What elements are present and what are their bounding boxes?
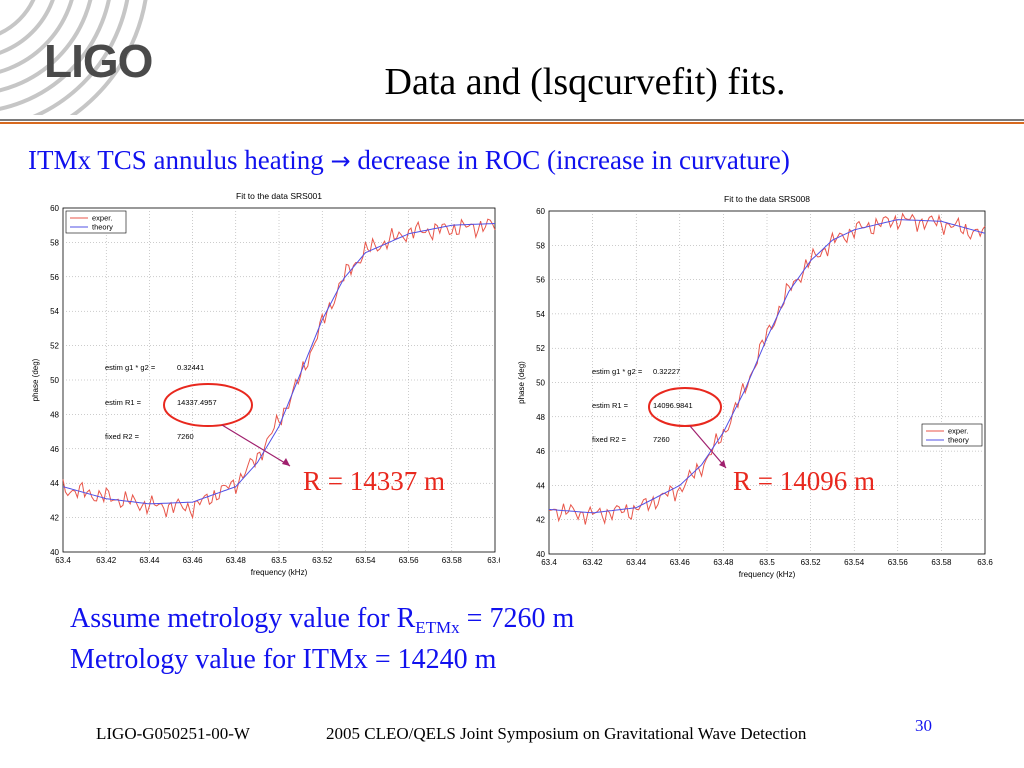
footer-doc-id: LIGO-G050251-00-W — [96, 724, 250, 743]
fit-param-value: 14337.4957 — [177, 398, 217, 407]
r-annotation-right: R = 14096 m — [733, 466, 875, 496]
subtitle-right: decrease in ROC (increase in curvature) — [357, 145, 790, 175]
x-tick-label: 63.5 — [759, 558, 775, 567]
series-line-theory — [548, 219, 986, 514]
x-tick-label: 63.42 — [583, 558, 604, 567]
x-tick-label: 63.42 — [96, 556, 117, 565]
y-tick-label: 44 — [50, 479, 59, 488]
subtitle-left: ITMx TCS annulus heating — [28, 145, 324, 175]
fit-param-label: estim g1 * g2 = — [592, 367, 643, 376]
chart-srs001: Fit to the data SRS001 63.4 63.42 63.44 63.4… — [31, 191, 500, 577]
x-tick-label: 63.48 — [226, 556, 247, 565]
fit-param-value: 0.32227 — [653, 367, 680, 376]
y-tick-label: 40 — [536, 550, 545, 559]
x-tick-label: 63.56 — [888, 558, 909, 567]
x-tick-label: 63.58 — [442, 556, 463, 565]
right-arrow-icon: → — [330, 147, 351, 175]
x-axis-label: frequency (kHz) — [739, 570, 796, 579]
slide-title: Data and (lsqcurvefit) fits. — [384, 61, 786, 103]
x-tick-label: 63.46 — [183, 556, 204, 565]
x-tick-label: 63.44 — [139, 556, 160, 565]
y-tick-label: 56 — [50, 273, 59, 282]
y-tick-label: 48 — [536, 413, 545, 422]
fit-param-label: fixed R2 = — [592, 435, 627, 444]
x-tick-label: 63.6 — [977, 558, 993, 567]
fit-param-label: estim R1 = — [105, 398, 142, 407]
note-line1-prefix: Assume metrology value for R — [70, 603, 416, 634]
x-tick-label: 63.5 — [271, 556, 287, 565]
r-annotation-left: R = 14337 m — [303, 466, 445, 496]
x-tick-label: 63.52 — [312, 556, 333, 565]
y-tick-label: 58 — [50, 238, 59, 247]
y-tick-label: 58 — [536, 241, 545, 250]
y-tick-label: 42 — [50, 514, 59, 523]
legend-label-experimental: exper. — [948, 427, 968, 436]
y-tick-label: 54 — [50, 307, 59, 316]
chart-title: Fit to the data SRS008 — [724, 194, 810, 204]
fit-param-value: 7260 — [177, 432, 194, 441]
legend-label-theory: theory — [92, 223, 113, 232]
y-tick-label: 56 — [536, 276, 545, 285]
y-tick-label: 44 — [536, 481, 545, 490]
x-axis-label: frequency (kHz) — [251, 568, 308, 577]
y-tick-label: 50 — [50, 376, 59, 385]
x-tick-label: 63.52 — [801, 558, 822, 567]
y-tick-label: 46 — [50, 445, 59, 454]
y-tick-label: 46 — [536, 447, 545, 456]
x-tick-label: 63.54 — [844, 558, 865, 567]
note-etm-metrology: Assume metrology value for RETMx = 7260 … — [70, 603, 574, 644]
x-tick-label: 63.44 — [626, 558, 647, 567]
title-rule-orange — [0, 122, 1024, 124]
fit-param-value: 0.32441 — [177, 363, 204, 372]
x-tick-label: 63.54 — [355, 556, 376, 565]
legend-label-theory: theory — [948, 436, 969, 445]
fit-param-label: estim g1 * g2 = — [105, 363, 156, 372]
subtitle: ITMx TCS annulus heating → decrease in R… — [28, 144, 790, 177]
note-line1-sub: ETMx — [415, 618, 460, 637]
y-tick-label: 60 — [536, 207, 545, 216]
series-line-experimental — [548, 212, 986, 526]
note-line1-suffix: = 7260 m — [459, 603, 575, 634]
chart-title: Fit to the data SRS001 — [236, 191, 322, 201]
x-tick-label: 63.56 — [399, 556, 420, 565]
y-tick-label: 40 — [50, 548, 59, 557]
x-tick-label: 63.48 — [713, 558, 734, 567]
y-tick-label: 60 — [50, 204, 59, 213]
ligo-logo: LIGO — [44, 35, 153, 87]
fit-param-label: estim R1 = — [592, 401, 629, 410]
fit-param-value: 7260 — [653, 435, 670, 444]
y-tick-label: 48 — [50, 410, 59, 419]
y-tick-label: 50 — [536, 379, 545, 388]
page-number: 30 — [915, 716, 932, 735]
x-tick-label: 63.4 — [541, 558, 557, 567]
footer-event: 2005 CLEO/QELS Joint Symposium on Gravit… — [326, 724, 807, 743]
x-tick-label: 63.4 — [55, 556, 71, 565]
y-tick-label: 52 — [50, 342, 59, 351]
y-tick-label: 42 — [536, 516, 545, 525]
y-tick-label: 52 — [536, 344, 545, 353]
fit-param-value: 14096.9841 — [653, 401, 693, 410]
legend-label-experimental: exper. — [92, 214, 112, 223]
x-tick-label: 63.58 — [931, 558, 952, 567]
y-tick-label: 54 — [536, 310, 545, 319]
y-axis-label: phase (deg) — [517, 361, 526, 404]
chart-srs008: Fit to the data SRS008 63.4 63.42 63.44 63.4… — [517, 194, 993, 579]
fit-param-label: fixed R2 = — [105, 432, 140, 441]
x-tick-label: 63.46 — [670, 558, 691, 567]
x-tick-label: 63.6 — [487, 556, 500, 565]
note-itm-metrology: Metrology value for ITMx = 14240 m — [70, 644, 497, 675]
title-rule-dark — [0, 119, 1024, 121]
series-line-experimental — [62, 218, 496, 520]
y-axis-label: phase (deg) — [31, 358, 40, 401]
